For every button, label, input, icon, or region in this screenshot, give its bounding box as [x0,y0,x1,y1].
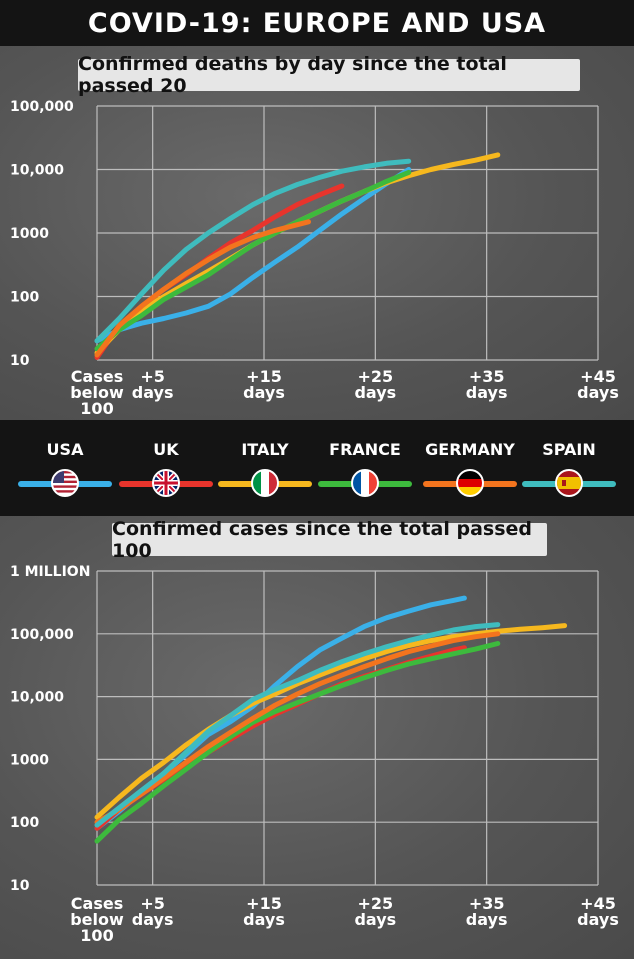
germany-flag-icon [456,469,484,497]
y-tick-label: 100,000 [10,627,74,643]
usa-flag-icon [51,469,79,497]
legend-label: SPAIN [542,440,596,459]
series-line-usa [94,167,412,344]
legend-item-germany: GERMANY [415,420,525,516]
x-tick-label: +5 days [132,367,174,402]
legend-item-usa: USA [10,420,120,516]
series-line-italy [94,623,568,820]
deaths-chart: 10 100 1000 10,000 100,000 Cases below 100+5 day… [10,99,619,418]
y-tick-label: 100 [10,290,39,306]
uk-flag-icon [152,469,180,497]
series-line-spain [94,158,412,344]
x-tick-label: +15 days [243,367,285,402]
series-line-germany [94,631,501,825]
legend-label: ITALY [241,440,289,459]
series-line-uk [94,183,345,360]
x-tick-label: +5 days [132,894,174,929]
legend-item-spain: SPAIN [514,420,624,516]
series-line-spain [94,622,501,828]
page-title: COVID-19: EUROPE AND USA [0,0,634,46]
cases-chart: 10 100 1000 10,000 100,000 1 MILLION Cases belo… [10,564,619,945]
y-tick-label: 100 [10,815,39,831]
france-flag-icon [351,469,379,497]
y-tick-label: 100,000 [10,99,74,115]
y-tick-label: 1000 [10,752,49,768]
legend-label: FRANCE [329,440,401,459]
legend-label: USA [46,440,84,459]
spain-flag-icon [555,469,583,497]
y-tick-label: 1 MILLION [10,564,90,580]
legend-item-france: FRANCE [310,420,420,516]
italy-flag-icon [251,469,279,497]
deaths-chart-title: Confirmed deaths by day since the total … [78,53,580,97]
x-tick-label: +25 days [354,367,396,402]
y-tick-label: 10 [10,353,30,369]
series-line-germany [94,219,311,358]
legend-label: UK [153,440,179,459]
legend-label: GERMANY [425,440,515,459]
x-tick-label: Cases below 100 [70,367,124,418]
y-tick-label: 1000 [10,226,49,242]
series-line-france [94,169,412,352]
x-tick-label: +45 days [577,367,619,402]
series-line-france [94,641,501,844]
x-tick-label: +45 days [577,894,619,929]
y-tick-label: 10,000 [10,690,64,706]
y-tick-label: 10 [10,878,30,894]
legend-item-italy: ITALY [210,420,320,516]
cases-chart-title: Confirmed cases since the total passed 1… [112,518,547,562]
legend: USA UK ITALY [0,420,634,516]
x-tick-label: Cases below 100 [70,894,124,945]
y-tick-label: 10,000 [10,163,64,179]
x-tick-label: +15 days [243,894,285,929]
x-tick-label: +35 days [466,894,508,929]
x-tick-label: +25 days [354,894,396,929]
legend-item-uk: UK [111,420,221,516]
x-tick-label: +35 days [466,367,508,402]
